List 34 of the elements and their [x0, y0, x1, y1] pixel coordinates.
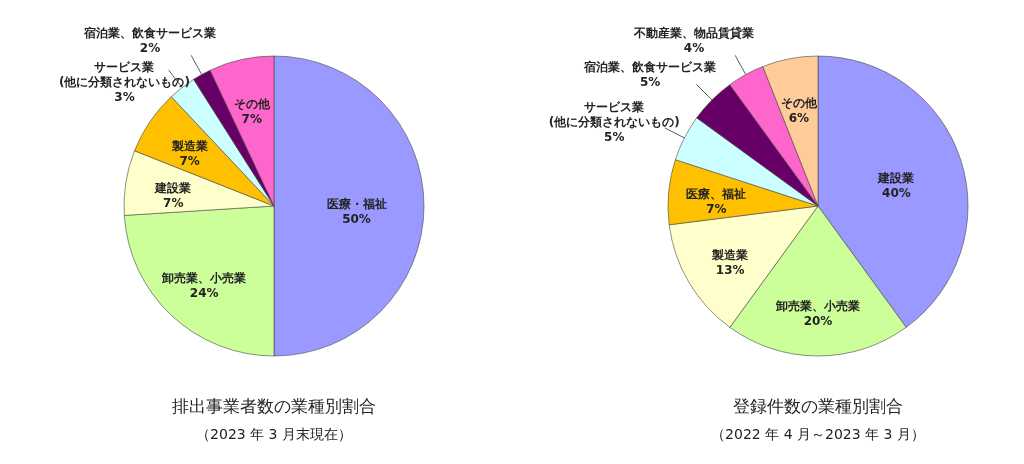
slice-label: その他 [780, 96, 818, 111]
data-label: 7% [163, 195, 184, 210]
slice-label: 宿泊業、飲食サービス業 [83, 25, 217, 40]
slice-label: サービス業 (他に分類されないもの) [59, 59, 190, 89]
data-label: 2% [139, 40, 161, 55]
text: （2023 年 3 月末現在） [196, 426, 352, 442]
data-label: 24% [189, 285, 219, 300]
slice-label: 不動産業、物品賃貸業 [633, 25, 755, 40]
data-label: 6% [788, 111, 810, 126]
data-label: 20% [803, 313, 833, 328]
slice-label: 卸売業、小売業 [775, 298, 860, 313]
data-label: 7% [706, 201, 727, 216]
data-label: 3% [114, 89, 135, 104]
data-label: 13% [715, 263, 745, 278]
slice-label: 建設業 [154, 180, 192, 195]
data-label: 50% [342, 211, 371, 226]
data-label: 4% [683, 40, 705, 55]
slice-label: 建設業 [877, 171, 915, 186]
data-label: 7% [179, 154, 200, 169]
slice-label: 卸売業、小売業 [161, 270, 247, 285]
slice-label: 製造業 [711, 248, 749, 263]
slice-label: 製造業 [170, 139, 208, 154]
slice-label: 医療、福祉 [686, 186, 747, 201]
text: 排出事業者数の業種別割合 [172, 396, 376, 416]
data-label: 5% [604, 130, 625, 145]
data-label: 5% [639, 74, 661, 89]
data-label: 40% [882, 186, 911, 201]
slice-label: サービス業 (他に分類されないもの) [548, 100, 680, 130]
data-label: 7% [241, 111, 262, 126]
text: （2022 年 4 月～2023 年 3 月） [711, 426, 925, 442]
slice-label: 医療・福祉 [326, 196, 387, 211]
slice-label: その他 [233, 96, 271, 111]
slice-label: 宿泊業、飲食サービス業 [583, 59, 717, 74]
text: 登録件数の業種別割合 [733, 396, 903, 416]
